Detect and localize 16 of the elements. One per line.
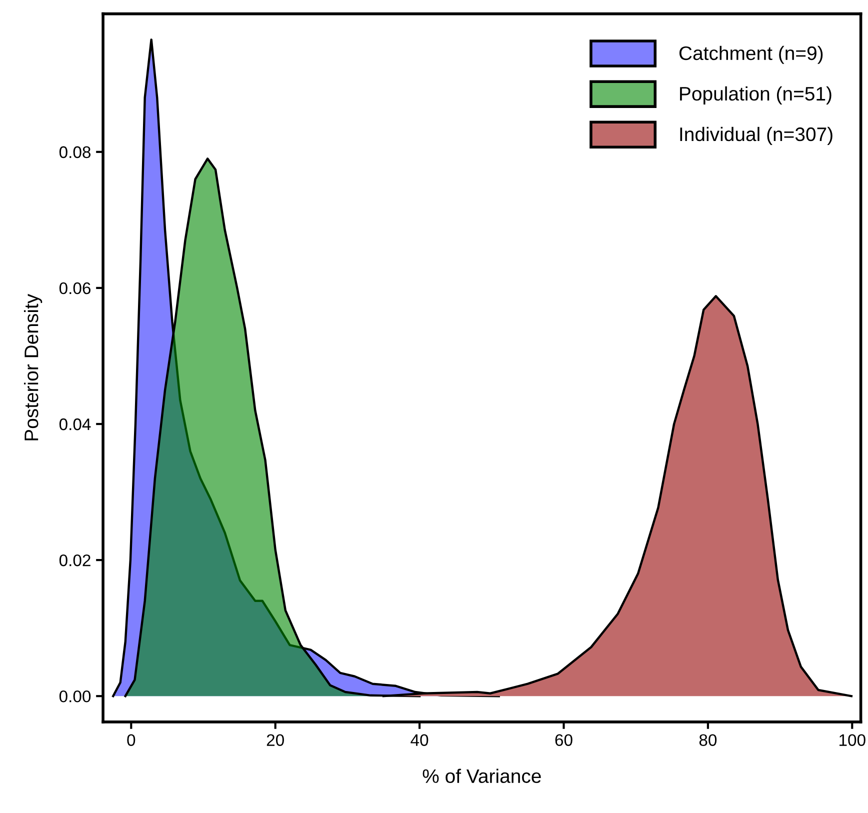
x-tick-label: 0 bbox=[127, 734, 136, 746]
x-axis-title: % of Variance bbox=[422, 768, 541, 784]
y-tick-label: 0.06 bbox=[59, 282, 90, 294]
y-tick-label: 0.08 bbox=[59, 146, 91, 158]
y-tick-label: 0.02 bbox=[59, 554, 90, 566]
x-tick-label: 60 bbox=[555, 734, 572, 746]
y-tick-label: 0.00 bbox=[59, 690, 91, 702]
legend-label: Individual (n=307) bbox=[680, 126, 832, 146]
legend-label: Catchment (n=9) bbox=[679, 46, 823, 64]
y-axis-title: Posterior Density bbox=[24, 294, 42, 440]
x-tick-label: 40 bbox=[410, 734, 428, 746]
x-tick-label: 100 bbox=[840, 734, 866, 746]
y-tick-label: 0.04 bbox=[59, 418, 91, 430]
x-tick-label: 20 bbox=[266, 734, 284, 746]
legend-label: Population (n=51) bbox=[680, 86, 832, 104]
x-tick-label: 80 bbox=[699, 734, 717, 746]
